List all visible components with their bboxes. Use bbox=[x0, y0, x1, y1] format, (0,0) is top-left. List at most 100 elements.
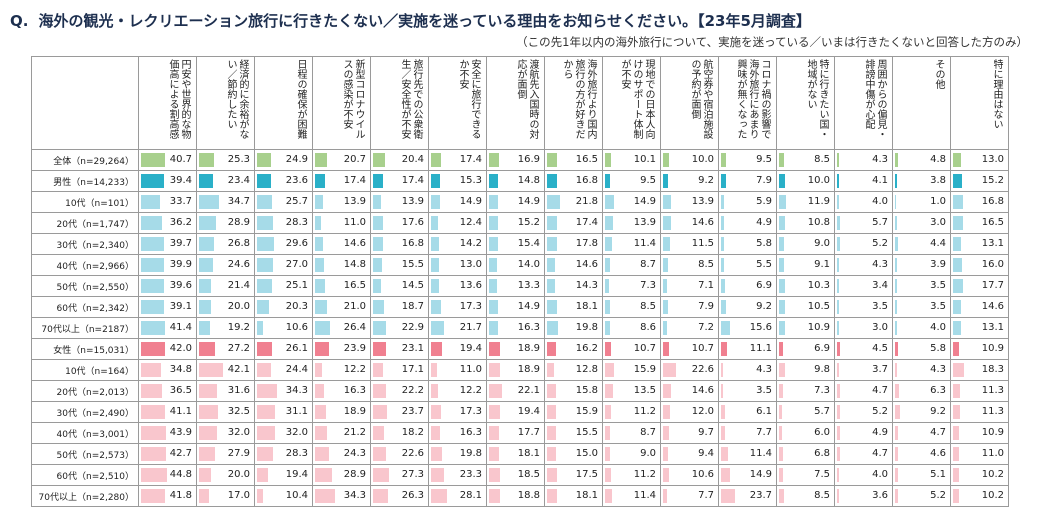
data-cell: 16.5 bbox=[312, 275, 371, 297]
row-label: 40代（n=2,966） bbox=[31, 254, 139, 276]
value-bar bbox=[489, 321, 499, 335]
data-cell: 15.9 bbox=[544, 401, 603, 423]
data-cell: 4.3 bbox=[892, 359, 951, 381]
data-cell: 23.3 bbox=[428, 464, 487, 486]
value-bar bbox=[489, 258, 498, 272]
data-cell: 4.5 bbox=[834, 338, 893, 360]
value-label: 13.9 bbox=[633, 217, 656, 228]
value-bar bbox=[953, 447, 960, 461]
data-cell: 10.9 bbox=[776, 317, 835, 339]
value-label: 9.0 bbox=[640, 448, 656, 459]
value-bar bbox=[257, 363, 272, 377]
value-bar bbox=[953, 279, 964, 293]
row-label: 女性（n=15,031） bbox=[31, 338, 139, 360]
data-cell: 4.4 bbox=[892, 233, 951, 255]
data-cell: 21.7 bbox=[428, 317, 487, 339]
data-cell: 9.5 bbox=[602, 170, 661, 192]
value-label: 11.0 bbox=[459, 364, 482, 375]
value-label: 23.7 bbox=[401, 406, 424, 417]
value-label: 4.7 bbox=[872, 385, 888, 396]
data-cell: 14.6 bbox=[660, 380, 719, 402]
data-cell: 17.4 bbox=[544, 212, 603, 234]
value-bar bbox=[141, 447, 166, 461]
column-header: 日程の確保が困難 bbox=[254, 56, 313, 150]
data-cell: 31.6 bbox=[196, 380, 255, 402]
value-label: 16.2 bbox=[575, 343, 598, 354]
value-label: 17.8 bbox=[575, 238, 598, 249]
value-bar bbox=[373, 405, 387, 419]
value-label: 11.4 bbox=[749, 448, 772, 459]
data-cell: 33.7 bbox=[138, 191, 197, 213]
value-label: 9.0 bbox=[814, 238, 830, 249]
value-bar bbox=[315, 384, 325, 398]
data-cell: 8.5 bbox=[602, 296, 661, 318]
table-row: 全体（n=29,264） 40.7 25.3 24.9 20.7 20.4 17.4 16.9… bbox=[31, 149, 1009, 171]
value-label: 6.1 bbox=[756, 406, 772, 417]
data-cell: 23.6 bbox=[254, 170, 313, 192]
value-label: 16.5 bbox=[575, 154, 598, 165]
value-label: 9.2 bbox=[756, 301, 772, 312]
value-bar bbox=[199, 153, 214, 167]
data-cell: 11.0 bbox=[950, 443, 1009, 465]
value-bar bbox=[837, 321, 839, 335]
data-cell: 17.0 bbox=[196, 485, 255, 507]
value-bar bbox=[953, 237, 961, 251]
value-label: 16.8 bbox=[575, 175, 598, 186]
value-bar bbox=[605, 342, 612, 356]
data-cell: 5.8 bbox=[718, 233, 777, 255]
table-row: 20代（n=2,013） 36.5 31.6 34.3 16.3 22.2 12.2 22.1… bbox=[31, 380, 1009, 402]
value-bar bbox=[721, 426, 726, 440]
value-bar bbox=[373, 153, 385, 167]
value-label: 16.5 bbox=[343, 280, 366, 291]
data-cell: 14.6 bbox=[544, 254, 603, 276]
data-cell: 17.3 bbox=[428, 296, 487, 318]
data-cell: 17.6 bbox=[370, 212, 429, 234]
value-bar bbox=[373, 279, 382, 293]
value-bar bbox=[257, 405, 275, 419]
data-cell: 11.0 bbox=[428, 359, 487, 381]
data-cell: 16.3 bbox=[312, 380, 371, 402]
value-bar bbox=[837, 258, 840, 272]
value-label: 18.1 bbox=[575, 490, 598, 501]
value-bar bbox=[373, 237, 383, 251]
value-label: 9.1 bbox=[814, 259, 830, 270]
row-label: 30代（n=2,340） bbox=[31, 233, 139, 255]
data-cell: 15.4 bbox=[486, 233, 545, 255]
value-bar bbox=[431, 384, 439, 398]
data-cell: 15.2 bbox=[486, 212, 545, 234]
value-label: 20.7 bbox=[343, 154, 366, 165]
value-bar bbox=[663, 279, 668, 293]
value-label: 41.4 bbox=[169, 322, 192, 333]
value-bar bbox=[257, 468, 269, 482]
value-label: 28.9 bbox=[227, 217, 250, 228]
table-row: 40代（n=2,966） 39.9 24.6 27.0 14.8 15.5 13.0 14.0… bbox=[31, 254, 1009, 276]
value-bar bbox=[605, 195, 614, 209]
data-cell: 16.8 bbox=[950, 191, 1009, 213]
value-bar bbox=[895, 468, 898, 482]
data-cell: 27.2 bbox=[196, 338, 255, 360]
value-label: 42.7 bbox=[169, 448, 192, 459]
value-bar bbox=[605, 153, 611, 167]
column-header: 航空券や宿泊施設の予約が面倒 bbox=[660, 56, 719, 150]
data-cell: 12.0 bbox=[660, 401, 719, 423]
value-bar bbox=[721, 321, 730, 335]
value-bar bbox=[721, 468, 730, 482]
data-cell: 10.0 bbox=[660, 149, 719, 171]
data-cell: 15.3 bbox=[428, 170, 487, 192]
value-bar bbox=[895, 321, 898, 335]
value-bar bbox=[315, 279, 325, 293]
data-cell: 16.9 bbox=[486, 149, 545, 171]
value-bar bbox=[779, 216, 786, 230]
data-cell: 8.7 bbox=[602, 254, 661, 276]
data-cell: 5.8 bbox=[892, 338, 951, 360]
value-bar bbox=[663, 174, 669, 188]
value-bar bbox=[605, 237, 612, 251]
value-label: 7.2 bbox=[698, 322, 714, 333]
value-bar bbox=[837, 195, 840, 209]
value-bar bbox=[141, 384, 163, 398]
data-cell: 18.9 bbox=[312, 401, 371, 423]
value-bar bbox=[953, 468, 959, 482]
value-label: 8.5 bbox=[698, 259, 714, 270]
value-bar bbox=[663, 216, 672, 230]
value-bar bbox=[315, 174, 326, 188]
